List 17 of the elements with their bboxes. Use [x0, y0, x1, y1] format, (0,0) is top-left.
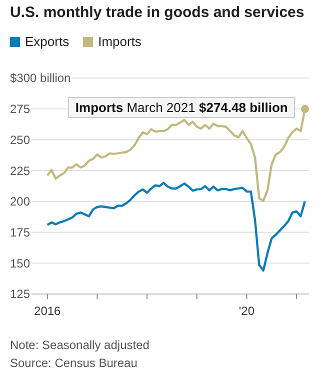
legend-label: Exports — [25, 34, 70, 49]
source-note: Source: Census Bureau — [10, 356, 138, 370]
y-tick-label: $300 billion — [10, 71, 71, 86]
x-tick-label: '20 — [238, 304, 255, 318]
text: Note: Seasonally adjusted — [10, 338, 150, 352]
y-tick-label: 225 — [10, 164, 30, 178]
annotation: Imports March 2021 $274.48 billion — [68, 97, 295, 118]
y-tick-label: 175 — [10, 225, 30, 240]
y-tick-label: 250 — [10, 132, 30, 147]
x-tick-label: 2016 — [34, 304, 62, 318]
y-tick-label: 275 — [10, 102, 30, 116]
y-tick-label: 150 — [10, 256, 30, 270]
y-tick-label: 125 — [10, 287, 30, 302]
legend-label: Imports — [98, 34, 142, 49]
chart-title: U.S. monthly trade in goods and services — [10, 4, 304, 21]
line-series — [46, 182, 306, 272]
y-tick-label: 200 — [10, 194, 30, 209]
